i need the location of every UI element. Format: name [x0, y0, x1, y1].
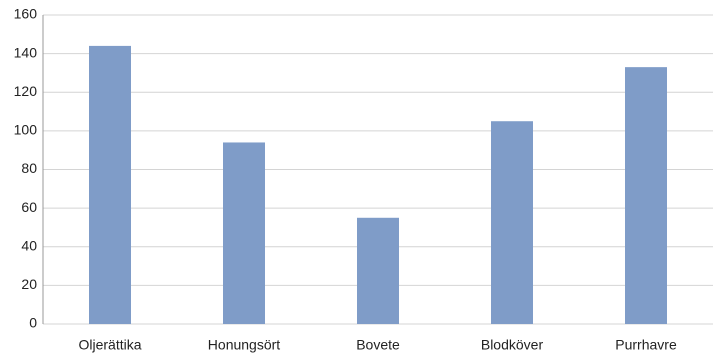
- y-tick-label: 160: [14, 6, 38, 22]
- bar: [491, 121, 533, 324]
- y-tick-label: 60: [21, 199, 37, 215]
- y-tick-label: 80: [21, 160, 37, 176]
- x-tick-label: Blodköver: [481, 337, 544, 353]
- bar: [625, 67, 667, 325]
- bar: [223, 142, 265, 324]
- y-tick-label: 20: [21, 276, 37, 292]
- y-tick-label: 40: [21, 237, 37, 253]
- bar: [89, 45, 131, 325]
- x-tick-label: Bovete: [356, 337, 400, 353]
- y-tick-label: 140: [14, 44, 38, 60]
- y-tick-label: 120: [14, 83, 38, 99]
- x-tick-label: Purrhavre: [615, 337, 677, 353]
- x-tick-label: Oljerättika: [78, 337, 141, 353]
- y-tick-label: 100: [14, 122, 38, 138]
- bar: [357, 217, 399, 324]
- x-tick-label: Honungsört: [208, 337, 280, 353]
- y-tick-label: 0: [29, 315, 37, 331]
